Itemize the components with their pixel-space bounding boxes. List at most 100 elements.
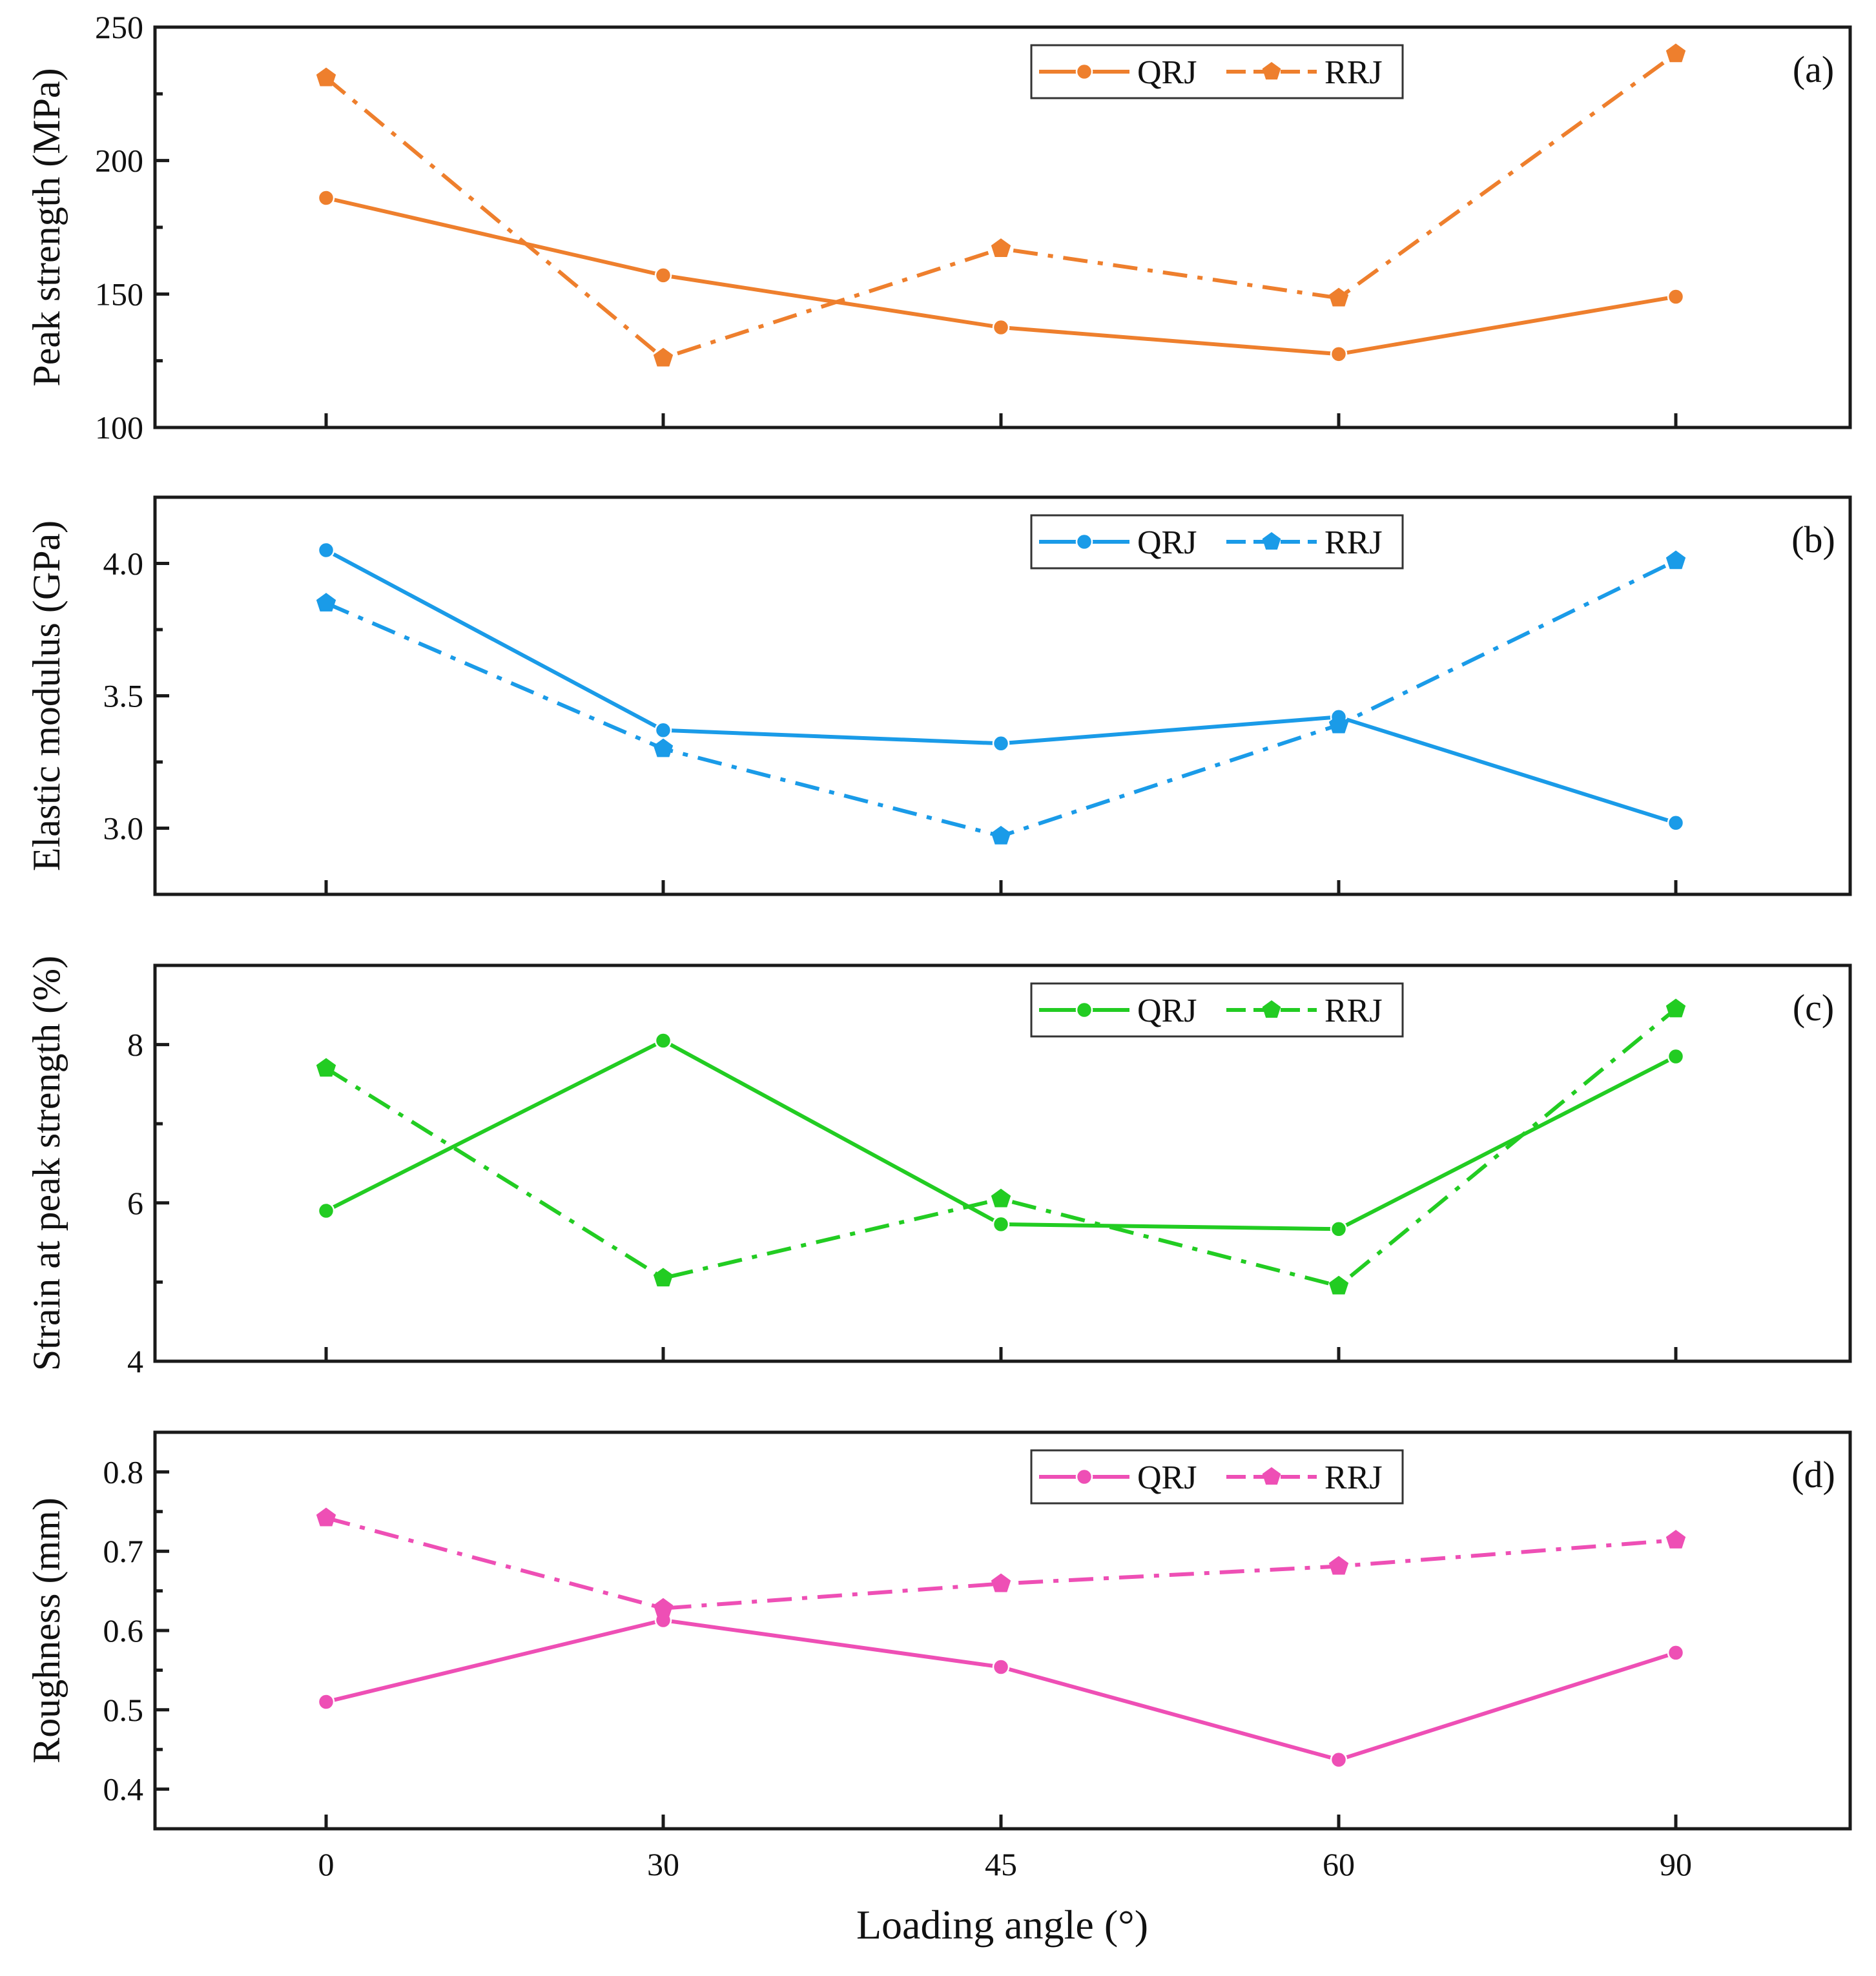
data-point-rrj (1665, 1530, 1686, 1549)
y-tick-label: 150 (95, 276, 143, 312)
legend-label-rrj: RRJ (1325, 1459, 1383, 1496)
data-point-rrj (1328, 1556, 1349, 1575)
data-point-rrj (316, 67, 336, 87)
data-point-rrj (1328, 287, 1349, 307)
y-axis-label: Peak strength (MPa) (25, 68, 68, 386)
panel-tag: (c) (1793, 987, 1834, 1029)
data-point-rrj (653, 1268, 674, 1287)
data-point-rrj (991, 1188, 1011, 1208)
y-tick-label: 0.8 (103, 1454, 144, 1490)
data-point-qrj (992, 1658, 1010, 1676)
data-point-qrj (1330, 1220, 1348, 1238)
legend-marker-qrj (1075, 63, 1093, 81)
legend-marker-rrj (1262, 1000, 1281, 1018)
series-line-rrj (325, 559, 1677, 838)
data-point-rrj (1665, 43, 1686, 63)
data-point-qrj (1330, 345, 1348, 363)
data-point-qrj (654, 267, 672, 284)
data-point-rrj (316, 593, 336, 612)
y-tick-label: 3.5 (103, 678, 144, 714)
data-point-qrj (317, 1202, 335, 1220)
legend-label-rrj: RRJ (1325, 993, 1383, 1029)
data-point-qrj (654, 721, 672, 739)
legend-marker-qrj (1075, 1001, 1093, 1019)
x-axis-label: Loading angle (°) (856, 1902, 1148, 1948)
data-point-qrj (1667, 1047, 1685, 1065)
legend-label-qrj: QRJ (1137, 1459, 1197, 1496)
data-point-rrj (991, 238, 1011, 257)
data-point-qrj (654, 1032, 672, 1049)
y-tick-label: 100 (95, 409, 143, 446)
panel-1: 100 150 200 250 Peak strength (MPa) (a) QRJ RRJ (25, 9, 1852, 446)
legend: QRJ RRJ (1030, 1449, 1404, 1505)
y-tick-label: 3.0 (103, 810, 144, 847)
y-tick-label: 250 (95, 9, 143, 45)
y-tick-label: 6 (127, 1185, 143, 1221)
panel-4: 0.4 0.5 0.6 0.7 0.8 0 30 45 60 90 Roughness (mm) (d… (25, 1430, 1852, 1882)
data-point-qrj (317, 541, 335, 559)
y-axis-label: Roughness (mm) (25, 1497, 68, 1764)
legend-marker-qrj (1075, 533, 1093, 551)
x-tick-label: 90 (1660, 1846, 1692, 1882)
data-point-qrj (1330, 1751, 1348, 1769)
y-tick-label: 0.5 (103, 1692, 144, 1728)
y-tick-label: 0.7 (103, 1533, 144, 1569)
legend: QRJ RRJ (1030, 514, 1404, 570)
y-tick-label: 8 (127, 1027, 143, 1063)
data-point-rrj (991, 1573, 1011, 1592)
plot-frame (153, 1430, 1852, 1831)
plot-frame (153, 963, 1852, 1363)
y-tick-label: 4.0 (103, 546, 144, 582)
series-line-rrj (325, 52, 1677, 360)
data-point-rrj (1328, 1275, 1349, 1295)
data-point-rrj (653, 738, 674, 757)
y-tick-label: 4 (127, 1343, 143, 1379)
data-point-qrj (1667, 1644, 1685, 1662)
panel-tag: (d) (1791, 1454, 1835, 1496)
legend-label-qrj: QRJ (1137, 993, 1197, 1029)
x-tick-label: 45 (985, 1846, 1017, 1882)
legend-label-qrj: QRJ (1137, 54, 1197, 91)
series-line-qrj (325, 548, 1676, 825)
data-point-rrj (1328, 714, 1349, 734)
panel-3: 4 6 8 Strain at peak strength (%) (c) QRJ RRJ (25, 956, 1852, 1379)
series-line-rrj (325, 1007, 1677, 1288)
legend-label-rrj: RRJ (1325, 54, 1383, 91)
legend-marker-qrj (1075, 1468, 1093, 1486)
y-tick-label: 0.6 (103, 1612, 144, 1649)
y-tick-label: 0.4 (103, 1771, 144, 1807)
data-point-rrj (653, 1598, 674, 1617)
x-tick-label: 30 (647, 1846, 679, 1882)
legend: QRJ RRJ (1030, 982, 1404, 1038)
legend-label-qrj: QRJ (1137, 524, 1197, 561)
data-point-rrj (991, 825, 1011, 845)
legend-marker-rrj (1262, 1467, 1281, 1485)
panels-group: 100 150 200 250 Peak strength (MPa) (a) QRJ RRJ… (25, 9, 1852, 1882)
data-point-qrj (992, 1215, 1010, 1233)
y-tick-label: 200 (95, 143, 143, 179)
x-tick-label: 60 (1323, 1846, 1355, 1882)
data-point-qrj (1667, 814, 1685, 832)
x-tick-label: 0 (318, 1846, 335, 1882)
panel-tag: (a) (1793, 48, 1834, 90)
panel-2: 3.0 3.5 4.0 Elastic modulus (GPa) (b) QRJ RRJ (25, 495, 1852, 896)
data-point-qrj (317, 1693, 335, 1711)
series-line-qrj (325, 1618, 1676, 1762)
data-point-rrj (316, 1507, 336, 1527)
legend: QRJ RRJ (1030, 44, 1404, 99)
data-point-qrj (992, 735, 1010, 752)
data-point-rrj (1665, 998, 1686, 1018)
data-point-rrj (316, 1058, 336, 1077)
data-point-rrj (653, 347, 674, 367)
legend-marker-rrj (1262, 62, 1281, 80)
y-axis-label: Strain at peak strength (%) (25, 956, 68, 1371)
data-point-qrj (317, 189, 335, 207)
data-point-qrj (992, 318, 1010, 336)
series-line-rrj (325, 1516, 1676, 1611)
data-point-rrj (1665, 550, 1686, 570)
y-axis-label: Elastic modulus (GPa) (25, 520, 68, 871)
data-point-qrj (1667, 288, 1685, 305)
legend-label-rrj: RRJ (1325, 524, 1383, 561)
legend-marker-rrj (1262, 532, 1281, 550)
